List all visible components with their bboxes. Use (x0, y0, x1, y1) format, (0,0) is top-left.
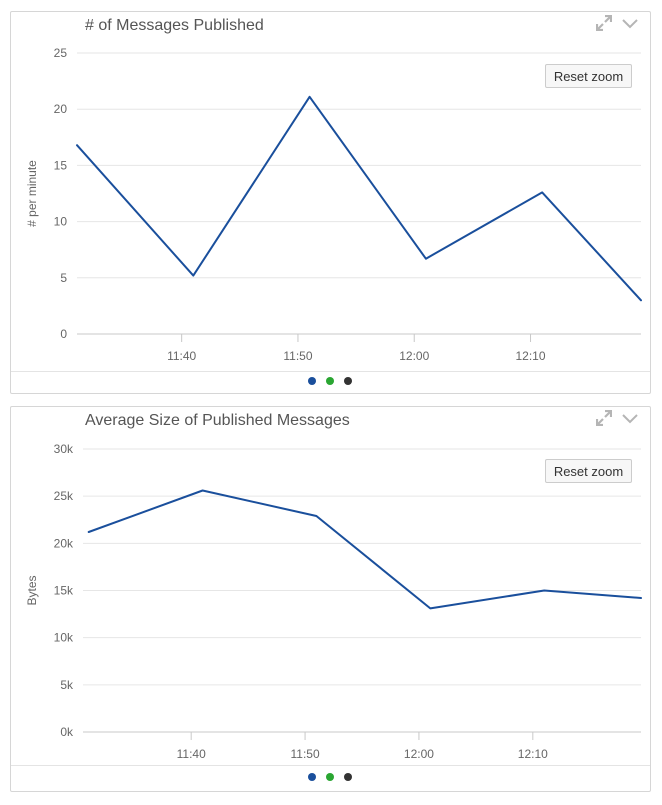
pager-dot-3[interactable] (344, 773, 352, 781)
x-tick-label: 11:50 (283, 349, 312, 363)
y-tick-label: 25 (54, 46, 68, 60)
y-tick-label: 20 (54, 102, 68, 116)
chart-panel-messages-published: # of Messages Published Reset zoom 0 5 10 1… (10, 11, 651, 394)
reset-zoom-button[interactable]: Reset zoom (545, 459, 632, 483)
chart-panel-average-size: Average Size of Published Messages Reset… (10, 406, 651, 792)
expand-icon[interactable] (596, 410, 612, 426)
series-line (87, 489, 642, 610)
y-tick-label: 0k (60, 725, 74, 739)
series-line (76, 95, 642, 302)
y-axis-title: # per minute (25, 160, 39, 227)
panel-tools (596, 15, 638, 31)
average-size-chart: 0k 5k 10k 15k 20k 25k 30k 11:40 11:50 12:00 12:10 B… (25, 442, 642, 761)
y-tick-label: 25k (54, 489, 74, 503)
panel-title: Average Size of Published Messages (85, 412, 350, 429)
navigator-divider (11, 371, 650, 372)
pager-dot-3[interactable] (344, 377, 352, 385)
x-tick-label: 12:00 (399, 349, 429, 363)
y-tick-label: 20k (54, 536, 74, 550)
x-tick-label: 11:40 (177, 747, 206, 761)
chevron-down-icon[interactable] (622, 15, 638, 31)
x-tick-label: 11:40 (167, 349, 196, 363)
navigator-divider (11, 765, 650, 766)
y-tick-label: 10 (54, 215, 68, 229)
y-tick-label: 0 (60, 327, 67, 341)
expand-icon[interactable] (596, 15, 612, 31)
y-tick-label: 10k (54, 631, 74, 645)
chart-pager-dots (308, 773, 352, 781)
y-tick-label: 5 (60, 271, 67, 285)
pager-dot-1[interactable] (308, 773, 316, 781)
chevron-down-icon[interactable] (622, 410, 638, 426)
y-tick-label: 5k (60, 678, 74, 692)
x-tick-label: 11:50 (290, 747, 319, 761)
y-tick-label: 15 (54, 158, 68, 172)
reset-zoom-button[interactable]: Reset zoom (545, 64, 632, 88)
y-axis-title: Bytes (25, 575, 39, 605)
messages-published-chart: 0 5 10 15 20 25 11:40 11:50 12:00 12:10 # per minu… (25, 46, 642, 363)
pager-dot-2[interactable] (326, 773, 334, 781)
x-tick-label: 12:10 (516, 349, 546, 363)
panel-title: # of Messages Published (85, 17, 264, 34)
y-tick-label: 30k (54, 442, 74, 456)
chart-pager-dots (308, 377, 352, 385)
pager-dot-1[interactable] (308, 377, 316, 385)
panel-tools (596, 410, 638, 426)
pager-dot-2[interactable] (326, 377, 334, 385)
y-tick-label: 15k (54, 584, 74, 598)
x-tick-label: 12:10 (518, 747, 548, 761)
x-tick-label: 12:00 (404, 747, 434, 761)
